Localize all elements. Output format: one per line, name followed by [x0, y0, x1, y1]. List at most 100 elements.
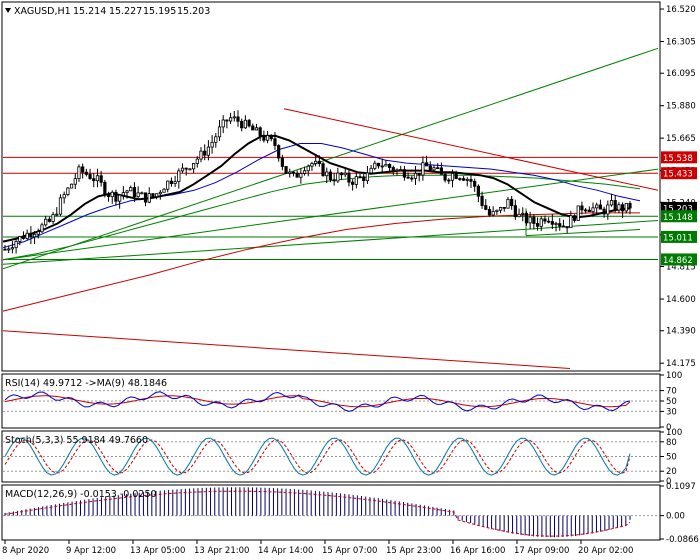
candle — [609, 193, 614, 207]
candle — [517, 208, 521, 218]
candle — [439, 162, 443, 175]
candle-body — [206, 146, 211, 156]
candle — [47, 216, 51, 223]
candle-body — [262, 135, 266, 141]
candle-body — [439, 167, 443, 175]
candle — [558, 218, 562, 231]
candle-body — [510, 198, 514, 207]
candle — [325, 167, 329, 184]
candle-body — [106, 194, 111, 198]
candle — [413, 166, 418, 185]
candle — [436, 163, 440, 170]
time-tick-label: 14 Apr 14:00 — [258, 546, 313, 556]
candle — [114, 189, 118, 206]
candle-body — [55, 213, 59, 216]
candle — [572, 214, 577, 223]
candle — [491, 206, 495, 217]
indicator-tick-label: 50 — [666, 397, 677, 407]
candle — [602, 206, 606, 218]
candle-body — [280, 157, 284, 167]
candle — [561, 219, 566, 228]
candle — [299, 167, 303, 184]
candle — [388, 163, 392, 172]
candle-body — [243, 119, 247, 129]
indicator-tick-label: 100 — [666, 371, 682, 381]
candle — [44, 215, 48, 227]
candle — [18, 235, 22, 246]
candle-body — [395, 169, 399, 172]
candle-body — [621, 204, 625, 212]
candle-body — [328, 171, 333, 181]
candle — [428, 161, 432, 171]
candle — [339, 172, 344, 181]
candle-body — [351, 181, 355, 185]
ma-blue-line — [2, 143, 641, 249]
candle — [36, 228, 40, 239]
candle — [162, 187, 166, 193]
candle — [495, 209, 499, 215]
candle-body — [432, 167, 436, 171]
candle-body — [36, 231, 40, 235]
candle-body — [547, 220, 551, 223]
candle-body — [310, 163, 314, 167]
candle — [236, 110, 240, 127]
candle-body — [624, 202, 628, 212]
candle-body — [539, 218, 543, 227]
price-tag — [661, 151, 697, 164]
candle-body — [369, 167, 373, 174]
candle-body — [14, 241, 18, 249]
time-tick-label: 15 Apr 23:00 — [386, 546, 441, 556]
symbol-label: XAGUSD,H1 — [14, 6, 71, 17]
candle — [69, 183, 74, 189]
candle-body — [417, 172, 421, 176]
candle-body — [602, 208, 606, 215]
indicator-tick-label: 0.1097 — [666, 482, 696, 492]
candle — [51, 211, 55, 225]
candle — [73, 173, 77, 190]
candle-body — [84, 171, 88, 175]
candle-body — [325, 171, 329, 177]
candle — [528, 211, 532, 230]
candle-body — [247, 119, 251, 127]
candle-body — [180, 167, 185, 172]
rsi-label: RSI(14) 49.9712 ->MA(9) 48.1846 — [5, 378, 167, 389]
ma-green-line — [2, 174, 641, 261]
candle-body — [77, 166, 81, 180]
candle-body — [343, 172, 347, 176]
candle-body — [609, 200, 614, 206]
candle — [513, 199, 517, 220]
candle-body — [569, 215, 573, 229]
candle — [543, 215, 547, 225]
candle-body — [487, 208, 492, 216]
candle — [247, 118, 251, 128]
candle-body — [347, 172, 351, 183]
macd-pane — [1, 484, 661, 541]
candle — [584, 207, 588, 214]
candle-body — [173, 181, 177, 184]
candle-body — [513, 205, 517, 218]
candle — [569, 210, 573, 229]
candle-body — [232, 116, 236, 119]
candle — [384, 160, 388, 167]
candle — [328, 169, 333, 183]
candle-body — [240, 120, 244, 129]
candle-body — [110, 191, 114, 198]
candle — [110, 190, 114, 204]
candle — [306, 164, 310, 177]
ohlc-open: 15.214 — [73, 6, 106, 17]
candle-body — [565, 226, 569, 229]
candle-body — [254, 127, 259, 131]
candle — [621, 202, 625, 218]
candle-body — [136, 192, 140, 197]
indicator-tick-label: 80 — [666, 438, 677, 448]
candle — [550, 214, 554, 229]
dropdown-triangle-icon[interactable] — [5, 8, 11, 13]
candle-body — [498, 206, 503, 211]
candle — [554, 221, 558, 232]
candle-body — [44, 218, 48, 226]
candle — [332, 172, 336, 186]
candle — [373, 160, 377, 171]
candle-body — [362, 176, 366, 182]
candle-body — [295, 172, 299, 178]
candle — [14, 239, 18, 254]
